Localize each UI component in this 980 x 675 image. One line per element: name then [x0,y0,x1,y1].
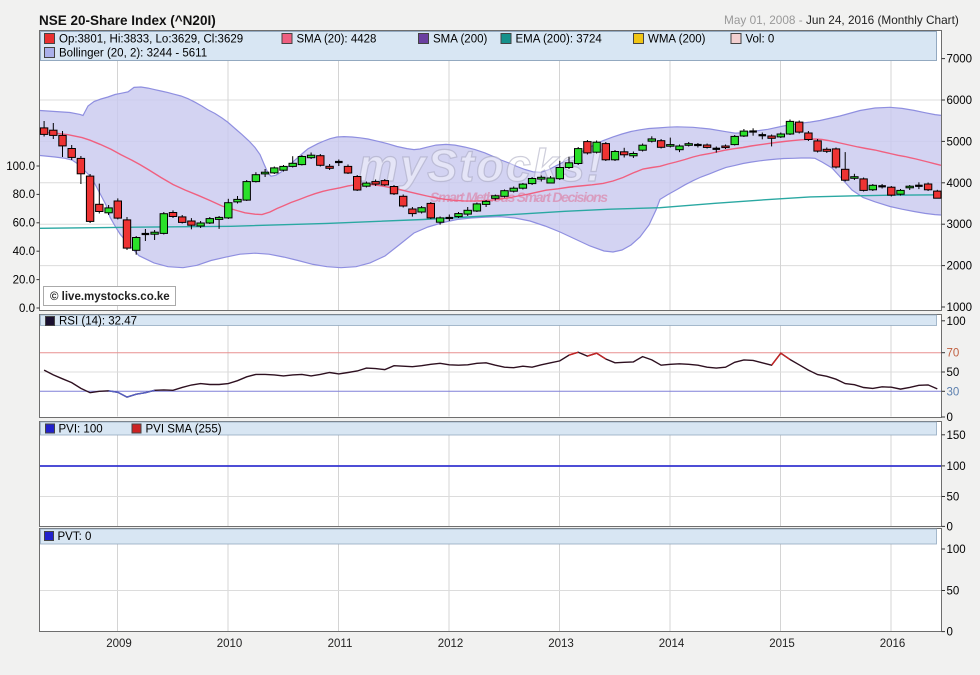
svg-text:Bollinger (20, 2): 3244 - 5611: Bollinger (20, 2): 3244 - 5611 [59,48,207,60]
svg-text:NSE 20-Share Index (^N20I): NSE 20-Share Index (^N20I) [39,13,216,28]
svg-text:100: 100 [947,461,966,473]
svg-text:4000: 4000 [947,178,973,190]
svg-text:5000: 5000 [947,136,973,148]
svg-text:0: 0 [947,412,953,424]
svg-text:70: 70 [947,348,960,360]
svg-text:100.0: 100.0 [6,161,35,173]
svg-text:1000: 1000 [947,302,973,314]
svg-text:Op:3801, Hi:3833, Lo:3629, Cl:: Op:3801, Hi:3833, Lo:3629, Cl:3629 [59,34,243,46]
svg-text:Jun 24, 2016 (Monthly Chart): Jun 24, 2016 (Monthly Chart) [806,13,959,27]
svg-text:0: 0 [947,627,953,639]
svg-text:Vol: 0: Vol: 0 [746,34,775,46]
svg-text:PVI: 100: PVI: 100 [59,424,103,436]
svg-text:2009: 2009 [106,638,132,650]
svg-text:50: 50 [947,367,960,379]
svg-text:100: 100 [947,544,966,556]
svg-text:EMA (200): 3724: EMA (200): 3724 [516,34,603,46]
svg-text:50: 50 [947,492,960,504]
svg-text:50: 50 [947,586,960,598]
svg-text:2015: 2015 [769,638,795,650]
svg-text:2014: 2014 [659,638,685,650]
svg-text:PVT: 0: PVT: 0 [58,531,92,543]
svg-text:2000: 2000 [947,261,973,273]
svg-text:0: 0 [947,521,953,533]
svg-text:myStocks!: myStocks! [358,140,604,191]
svg-text:2012: 2012 [438,638,464,650]
svg-text:2011: 2011 [328,638,353,650]
svg-text:150: 150 [947,430,966,442]
svg-text:May 01, 2008 -: May 01, 2008 - [724,13,803,27]
svg-text:SMA (200): SMA (200) [433,34,487,46]
svg-text:20.0: 20.0 [13,274,35,286]
svg-text:Smart Methods Smart Decisions: Smart Methods Smart Decisions [430,189,608,205]
svg-text:40.0: 40.0 [13,246,35,258]
svg-text:WMA (200): WMA (200) [648,34,706,46]
svg-text:100: 100 [947,316,966,328]
svg-text:2010: 2010 [217,638,243,650]
svg-text:SMA (20): 4428: SMA (20): 4428 [297,34,377,46]
svg-text:6000: 6000 [947,95,973,107]
svg-text:0.0: 0.0 [19,303,35,315]
svg-text:RSI (14): 32.47: RSI (14): 32.47 [59,316,137,328]
svg-text:30: 30 [947,386,960,398]
svg-text:© live.mystocks.co.ke: © live.mystocks.co.ke [50,291,170,303]
svg-text:2016: 2016 [880,638,906,650]
svg-text:7000: 7000 [947,54,973,66]
svg-text:PVI SMA (255): PVI SMA (255) [146,424,222,436]
svg-text:2013: 2013 [548,638,574,650]
svg-text:80.0: 80.0 [13,189,35,201]
svg-text:3000: 3000 [947,219,973,231]
svg-text:60.0: 60.0 [13,218,35,230]
